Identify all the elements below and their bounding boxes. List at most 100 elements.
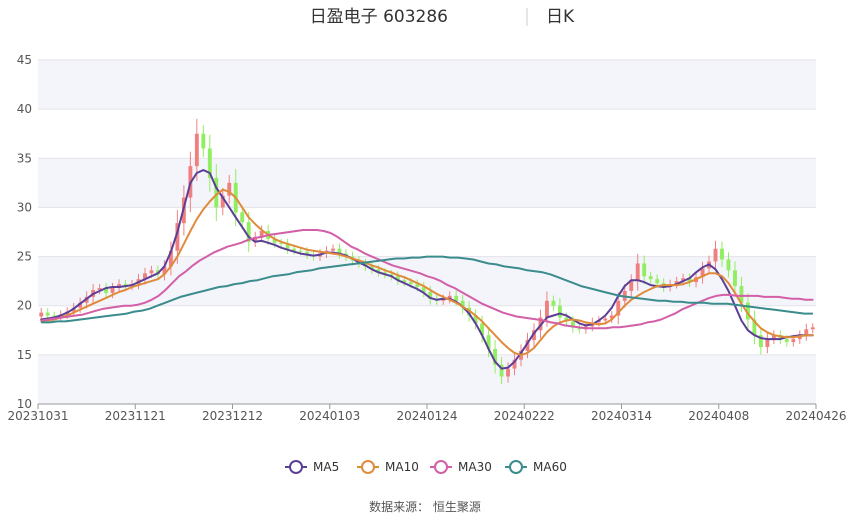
y-tick-label: 10: [17, 397, 32, 411]
legend: MA5 MA10 MA30 MA60: [285, 460, 567, 474]
candle-body: [123, 284, 128, 287]
candle-body: [765, 339, 770, 347]
series-line-ma10: [40, 188, 814, 356]
chart-subtitle: 日K: [546, 7, 575, 27]
candle-body: [246, 222, 251, 242]
legend-item-ma60[interactable]: MA60: [505, 460, 567, 474]
candle-body: [745, 302, 750, 320]
candle-body: [720, 248, 724, 260]
candle-body: [415, 284, 420, 288]
candle-body: [331, 248, 335, 251]
candle-body: [253, 236, 258, 242]
candle-body: [758, 335, 763, 347]
candle-body: [506, 368, 510, 377]
data-source: 数据来源： 恒生聚源: [369, 499, 481, 514]
candle-body: [564, 317, 569, 322]
y-tick-label: 25: [17, 250, 32, 264]
candle-body: [175, 223, 180, 251]
legend-label: MA60: [533, 460, 567, 474]
candle-body: [227, 182, 232, 196]
x-tick-label: 20240314: [591, 409, 652, 423]
legend-item-ma5[interactable]: MA5: [285, 460, 339, 474]
grid-lines: [38, 59, 816, 405]
candle-body: [447, 295, 452, 299]
y-tick-label: 20: [17, 299, 32, 313]
candle-body: [104, 288, 109, 293]
candle-body: [700, 268, 705, 278]
candle-body: [272, 238, 277, 243]
y-tick-label: 40: [17, 102, 32, 116]
x-tick-label: 20240426: [785, 409, 846, 423]
candle-body: [551, 300, 556, 306]
candle-body: [298, 250, 303, 252]
candle-body: [493, 348, 498, 365]
x-tick-label: 20240103: [299, 409, 360, 423]
candle-body: [752, 319, 757, 336]
candle-body: [292, 248, 297, 251]
y-tick-label: 35: [17, 151, 32, 165]
candle-body: [791, 339, 796, 343]
candle-body: [240, 212, 245, 223]
plot-band: [38, 60, 816, 110]
legend-marker: [289, 460, 303, 474]
candle-body: [214, 177, 219, 208]
legend-marker: [361, 460, 375, 474]
candle-body: [784, 339, 789, 343]
candle-body: [674, 281, 679, 285]
candle-body: [168, 250, 173, 267]
candle-body: [687, 278, 692, 283]
candle-body: [201, 133, 206, 149]
candle-body: [402, 280, 407, 283]
legend-item-ma10[interactable]: MA10: [357, 460, 419, 474]
candle-body: [655, 279, 660, 284]
candle-body: [609, 315, 614, 319]
candle-body: [39, 312, 44, 317]
candle-body: [713, 248, 718, 262]
candle-body: [570, 321, 575, 328]
candle-body: [337, 248, 342, 254]
y-tick-label: 15: [17, 348, 32, 362]
candle-body: [480, 323, 485, 336]
y-tick-label: 45: [17, 53, 32, 67]
y-tick-label: 30: [17, 200, 32, 214]
candle-body: [305, 251, 310, 255]
x-tick-label: 20231031: [7, 409, 68, 423]
series-line-ma60: [40, 255, 814, 324]
candle-body: [376, 269, 381, 273]
candle-body: [648, 276, 653, 280]
candle-body: [739, 286, 744, 303]
legend-marker: [509, 460, 523, 474]
candle-body: [421, 287, 426, 292]
candle-body: [259, 231, 264, 237]
candle-body: [194, 133, 199, 167]
candle-body: [473, 315, 478, 324]
candle-body: [78, 302, 83, 308]
candle-body: [441, 298, 446, 301]
legend-item-ma30[interactable]: MA30: [430, 460, 492, 474]
candle-body: [460, 300, 465, 308]
candle-body: [616, 300, 621, 316]
candle-body: [733, 270, 737, 287]
candle-body: [408, 282, 413, 285]
candle-body: [149, 270, 154, 274]
candle-body: [810, 327, 815, 330]
candle-body: [726, 259, 731, 271]
x-tick-label: 20240408: [688, 409, 749, 423]
x-tick-label: 20231212: [202, 409, 263, 423]
candle-body: [110, 288, 115, 293]
candle-body: [279, 242, 284, 244]
plot-band: [38, 158, 816, 208]
legend-label: MA10: [385, 460, 419, 474]
candle-body: [285, 243, 290, 249]
candle-body: [207, 148, 212, 178]
candle-body: [642, 263, 647, 277]
x-tick-label: 20240222: [494, 409, 555, 423]
candle-body: [395, 276, 400, 281]
series-line-ma5: [40, 169, 814, 370]
x-tick-label: 20231121: [105, 409, 166, 423]
candle-body: [369, 266, 374, 270]
candle-body: [220, 195, 225, 208]
candle-body: [45, 312, 50, 316]
plot-bands: [38, 60, 816, 404]
candle-body: [557, 305, 562, 318]
